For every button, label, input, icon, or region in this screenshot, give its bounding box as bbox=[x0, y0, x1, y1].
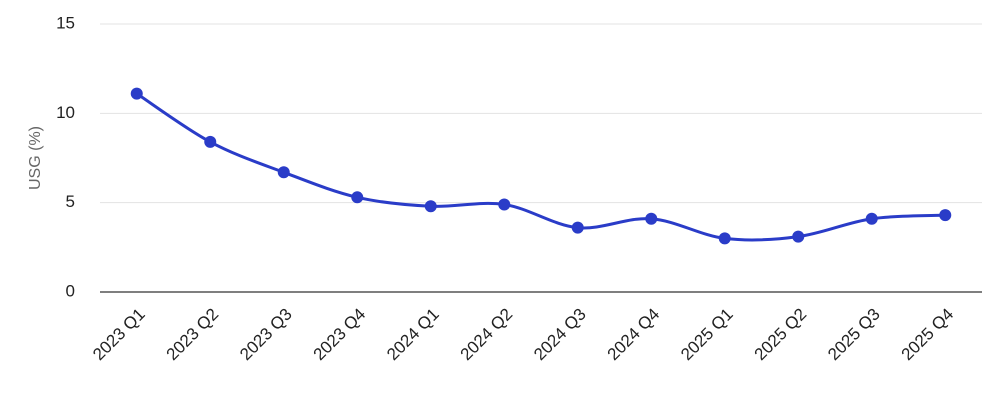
point bbox=[645, 212, 658, 225]
point bbox=[277, 166, 290, 179]
y-tick-label: 5 bbox=[66, 192, 75, 211]
x-tick-label: 2025 Q3 bbox=[824, 305, 884, 365]
y-tick-label: 0 bbox=[66, 281, 75, 300]
x-tick-label: 2023 Q3 bbox=[236, 305, 296, 365]
line bbox=[135, 92, 946, 242]
x-tick-label: 2025 Q4 bbox=[898, 305, 958, 365]
point bbox=[718, 232, 731, 245]
x-tick-label: 2024 Q2 bbox=[457, 305, 517, 365]
x-tick-label: 2024 Q1 bbox=[383, 305, 443, 365]
point bbox=[498, 198, 511, 211]
y-tick-label: 10 bbox=[56, 103, 75, 122]
x-tick-label: 2025 Q1 bbox=[677, 305, 737, 365]
point bbox=[204, 135, 217, 148]
point bbox=[571, 221, 584, 234]
y-axis-label: USG (%) bbox=[27, 126, 44, 190]
x-tick-label: 2023 Q4 bbox=[310, 305, 370, 365]
point bbox=[792, 230, 805, 243]
y-tick-label: 15 bbox=[56, 13, 75, 32]
x-tick-label: 2023 Q1 bbox=[89, 305, 149, 365]
point bbox=[351, 191, 364, 204]
point bbox=[939, 209, 952, 222]
x-tick-label: 2024 Q4 bbox=[604, 305, 664, 365]
point bbox=[865, 212, 878, 225]
x-tick-label: 2023 Q2 bbox=[163, 305, 223, 365]
x-tick-label: 2024 Q3 bbox=[530, 305, 590, 365]
point bbox=[424, 200, 437, 213]
x-tick-label: 2025 Q2 bbox=[751, 305, 811, 365]
point bbox=[130, 87, 143, 100]
